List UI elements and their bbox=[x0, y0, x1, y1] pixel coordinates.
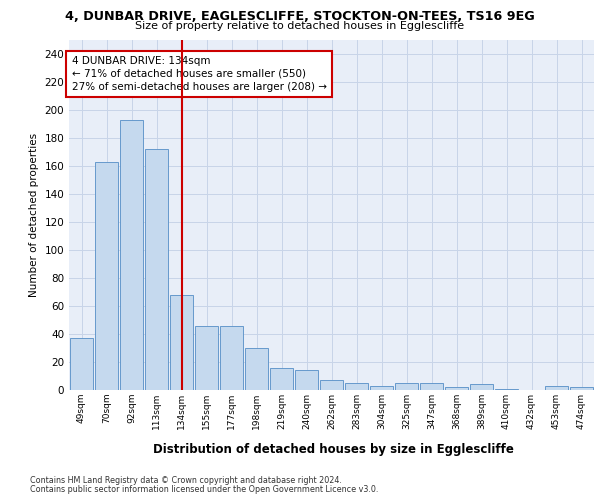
Bar bbox=[170, 295, 193, 390]
Bar bbox=[395, 383, 418, 390]
Bar bbox=[119, 120, 143, 390]
Bar bbox=[320, 380, 343, 390]
Bar bbox=[145, 149, 169, 390]
Y-axis label: Number of detached properties: Number of detached properties bbox=[29, 133, 39, 297]
Text: Contains public sector information licensed under the Open Government Licence v3: Contains public sector information licen… bbox=[30, 484, 379, 494]
Text: 4, DUNBAR DRIVE, EAGLESCLIFFE, STOCKTON-ON-TEES, TS16 9EG: 4, DUNBAR DRIVE, EAGLESCLIFFE, STOCKTON-… bbox=[65, 10, 535, 23]
Text: Size of property relative to detached houses in Egglescliffe: Size of property relative to detached ho… bbox=[136, 21, 464, 31]
Bar bbox=[470, 384, 493, 390]
Bar bbox=[344, 383, 368, 390]
Bar bbox=[70, 338, 94, 390]
Bar bbox=[370, 386, 394, 390]
Bar bbox=[194, 326, 218, 390]
Bar bbox=[295, 370, 319, 390]
Bar bbox=[445, 387, 469, 390]
Bar bbox=[569, 387, 593, 390]
Bar bbox=[419, 383, 443, 390]
Bar bbox=[269, 368, 293, 390]
Bar bbox=[494, 388, 518, 390]
Text: Contains HM Land Registry data © Crown copyright and database right 2024.: Contains HM Land Registry data © Crown c… bbox=[30, 476, 342, 485]
Text: Distribution of detached houses by size in Egglescliffe: Distribution of detached houses by size … bbox=[152, 442, 514, 456]
Text: 4 DUNBAR DRIVE: 134sqm
← 71% of detached houses are smaller (550)
27% of semi-de: 4 DUNBAR DRIVE: 134sqm ← 71% of detached… bbox=[71, 56, 326, 92]
Bar bbox=[245, 348, 268, 390]
Bar bbox=[545, 386, 568, 390]
Bar bbox=[220, 326, 244, 390]
Bar bbox=[95, 162, 118, 390]
